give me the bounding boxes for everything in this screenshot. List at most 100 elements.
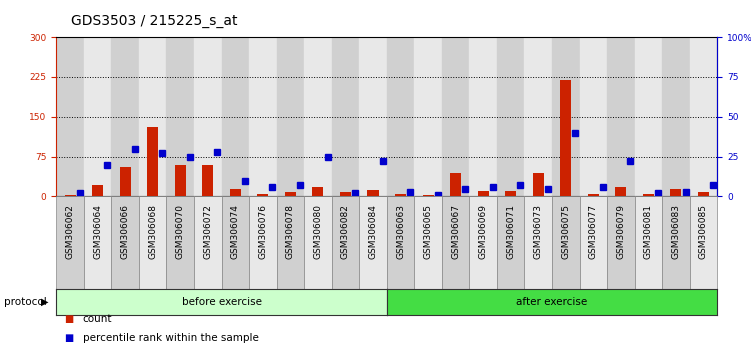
Bar — [111, 37, 139, 196]
Bar — [194, 196, 222, 289]
Bar — [139, 196, 167, 289]
Bar — [249, 37, 276, 196]
Text: GSM306070: GSM306070 — [176, 204, 185, 259]
Text: GSM306085: GSM306085 — [699, 204, 708, 259]
Text: GSM306082: GSM306082 — [341, 204, 350, 259]
Bar — [442, 196, 469, 289]
Bar — [607, 37, 635, 196]
Bar — [615, 187, 626, 196]
Bar — [478, 191, 489, 196]
Bar — [202, 165, 213, 196]
Text: GSM306066: GSM306066 — [121, 204, 130, 259]
Bar — [56, 196, 84, 289]
Text: GSM306084: GSM306084 — [369, 204, 378, 259]
Bar — [222, 37, 249, 196]
Bar — [423, 195, 433, 196]
Bar — [607, 196, 635, 289]
Bar — [689, 37, 717, 196]
Bar — [84, 196, 111, 289]
Bar — [671, 188, 681, 196]
Bar — [230, 188, 241, 196]
Text: GSM306069: GSM306069 — [478, 204, 487, 259]
Text: GSM306064: GSM306064 — [93, 204, 102, 259]
Text: GSM306073: GSM306073 — [534, 204, 543, 259]
Bar — [367, 190, 379, 196]
Bar — [588, 194, 599, 196]
Bar — [552, 196, 580, 289]
Bar — [497, 37, 524, 196]
Bar — [524, 37, 552, 196]
Bar — [92, 185, 103, 196]
Text: GSM306063: GSM306063 — [396, 204, 405, 259]
Text: GSM306068: GSM306068 — [148, 204, 157, 259]
Text: GSM306079: GSM306079 — [617, 204, 626, 259]
Bar — [395, 194, 406, 196]
Bar — [698, 192, 709, 196]
Text: protocol: protocol — [4, 297, 47, 307]
Bar — [359, 196, 387, 289]
Bar — [249, 196, 276, 289]
Text: count: count — [83, 314, 112, 324]
Text: GSM306075: GSM306075 — [561, 204, 570, 259]
Bar — [222, 196, 249, 289]
Bar — [276, 196, 304, 289]
Bar — [119, 167, 131, 196]
Text: percentile rank within the sample: percentile rank within the sample — [83, 333, 258, 343]
Bar — [662, 37, 689, 196]
Bar — [415, 37, 442, 196]
Text: GSM306081: GSM306081 — [644, 204, 653, 259]
Text: GSM306080: GSM306080 — [313, 204, 322, 259]
Bar — [689, 196, 717, 289]
Text: GSM306065: GSM306065 — [424, 204, 433, 259]
Bar — [175, 165, 185, 196]
Text: GSM306072: GSM306072 — [204, 204, 213, 259]
Bar — [359, 37, 387, 196]
Text: ▶: ▶ — [41, 297, 49, 307]
Bar — [139, 37, 167, 196]
Bar — [643, 194, 654, 196]
Bar — [635, 37, 662, 196]
Bar — [56, 37, 84, 196]
Bar — [194, 37, 222, 196]
Bar — [560, 80, 572, 196]
Bar — [505, 191, 516, 196]
Bar — [167, 37, 194, 196]
Bar — [312, 187, 324, 196]
Bar — [387, 37, 415, 196]
Text: ■: ■ — [64, 333, 73, 343]
Text: GSM306083: GSM306083 — [671, 204, 680, 259]
Text: GDS3503 / 215225_s_at: GDS3503 / 215225_s_at — [71, 14, 238, 28]
Bar — [332, 196, 359, 289]
Bar — [84, 37, 111, 196]
Text: GSM306067: GSM306067 — [451, 204, 460, 259]
Bar — [450, 172, 461, 196]
Bar — [662, 196, 689, 289]
Bar — [167, 196, 194, 289]
Bar — [111, 196, 139, 289]
Text: GSM306071: GSM306071 — [506, 204, 515, 259]
Text: ■: ■ — [64, 314, 73, 324]
Bar — [497, 196, 524, 289]
Bar — [387, 196, 415, 289]
Bar — [580, 37, 607, 196]
Text: GSM306074: GSM306074 — [231, 204, 240, 259]
Bar — [258, 194, 268, 196]
Text: GSM306077: GSM306077 — [589, 204, 598, 259]
Bar — [65, 195, 76, 196]
Bar — [415, 196, 442, 289]
Bar — [304, 37, 332, 196]
Bar — [340, 192, 351, 196]
Bar — [524, 196, 552, 289]
Text: after exercise: after exercise — [517, 297, 587, 307]
Bar — [635, 196, 662, 289]
Bar — [552, 37, 580, 196]
Bar — [442, 37, 469, 196]
Bar — [469, 37, 497, 196]
Bar — [532, 172, 544, 196]
Bar — [285, 192, 296, 196]
Text: GSM306078: GSM306078 — [286, 204, 295, 259]
Text: before exercise: before exercise — [182, 297, 261, 307]
Bar — [147, 127, 158, 196]
Bar — [580, 196, 607, 289]
Bar — [469, 196, 497, 289]
